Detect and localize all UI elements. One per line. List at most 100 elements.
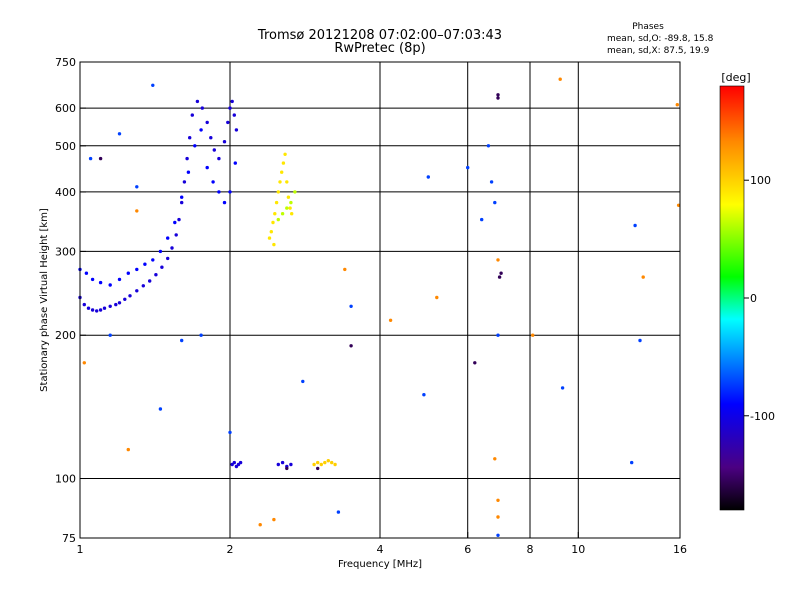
echo-point	[286, 195, 291, 199]
phases-o-line: mean, sd,O: -89.8, 15.8	[607, 34, 714, 44]
echo-point	[98, 156, 103, 161]
echo-point	[278, 180, 282, 184]
echo-point	[86, 306, 91, 310]
echo-point	[312, 462, 316, 467]
echo-point	[217, 156, 221, 161]
y-tick-label: 100	[55, 473, 76, 486]
echo-point	[135, 267, 139, 272]
echo-point	[633, 223, 637, 228]
x-tick-label: 8	[527, 543, 534, 556]
echo-point	[496, 96, 500, 100]
colorbar-gradient	[719, 85, 745, 511]
echo-point	[182, 180, 187, 184]
echo-point	[630, 460, 634, 465]
echo-point	[281, 161, 286, 165]
echo-point	[496, 333, 500, 337]
echo-point	[496, 258, 500, 262]
echo-point	[349, 304, 353, 308]
echo-point	[486, 144, 491, 148]
colorbar-tick-label: -100	[750, 410, 775, 423]
x-axis-title: Frequency [MHz]	[338, 559, 422, 570]
echo-point	[232, 460, 236, 465]
echo-point	[188, 136, 192, 140]
x-tick-label: 10	[571, 543, 585, 556]
echo-point	[199, 128, 203, 132]
echo-point	[117, 132, 122, 136]
echo-point	[289, 462, 293, 467]
echo-point	[82, 361, 87, 365]
echo-point	[141, 284, 145, 288]
y-tick-label: 200	[55, 329, 76, 342]
echo-point	[272, 242, 276, 247]
echo-point	[285, 180, 289, 184]
echo-point	[151, 258, 155, 262]
echo-point	[326, 459, 330, 463]
echo-point	[148, 279, 152, 283]
echo-point	[199, 333, 203, 337]
echo-point	[126, 271, 130, 275]
echo-point	[285, 466, 289, 471]
colorbar: [deg] 100 0 -100	[719, 71, 775, 511]
echo-point	[166, 256, 170, 261]
echo-point	[158, 249, 163, 254]
echo-point	[290, 212, 294, 216]
echo-point	[558, 77, 562, 81]
echo-point	[88, 156, 93, 161]
x-tick-label: 1	[77, 543, 84, 556]
echo-point	[641, 275, 645, 279]
x-tick-label: 16	[673, 543, 687, 556]
echo-point	[272, 517, 276, 522]
echo-point	[293, 190, 297, 194]
echo-point	[173, 220, 177, 225]
x-tick-label: 4	[377, 543, 384, 556]
y-tick-label: 500	[55, 140, 76, 153]
echo-point	[422, 393, 426, 397]
echo-point	[180, 195, 184, 199]
echo-point	[269, 230, 273, 234]
chart-subtitle: RwPretec (8p)	[334, 41, 425, 56]
colorbar-tick-label: 0	[750, 292, 757, 305]
echo-point	[493, 457, 497, 461]
echo-point	[267, 236, 272, 240]
echo-point	[489, 180, 494, 184]
echo-point	[114, 302, 118, 307]
echo-point	[108, 304, 112, 308]
echo-point	[531, 333, 535, 337]
echo-point	[98, 280, 103, 285]
echo-point	[426, 175, 430, 179]
echo-point	[496, 515, 500, 519]
echo-point	[497, 275, 502, 279]
echo-point	[170, 246, 174, 250]
y-axis: 75 100 200 300 400 500 600 750	[55, 56, 86, 545]
phases-x-line: mean, sd,X: 87.5, 19.9	[607, 46, 710, 56]
echo-point	[228, 430, 232, 435]
echo-point	[435, 295, 439, 300]
echo-point	[190, 113, 194, 117]
echo-point	[95, 309, 99, 313]
echo-point	[473, 361, 477, 365]
echo-point	[276, 190, 280, 194]
echo-point	[280, 170, 284, 174]
echo-point	[211, 180, 215, 184]
echo-point	[108, 333, 112, 337]
echo-point	[98, 308, 103, 312]
x-tick-label: 2	[227, 543, 234, 556]
echo-point	[301, 379, 305, 384]
echo-point	[228, 190, 232, 194]
echo-point	[349, 344, 353, 348]
grid-lines	[80, 62, 680, 538]
echo-point	[128, 294, 132, 298]
echo-point	[274, 200, 279, 205]
echo-point	[222, 200, 227, 205]
echo-point	[343, 267, 347, 272]
echo-point	[333, 462, 337, 467]
echo-point	[316, 466, 320, 471]
echo-point	[496, 93, 500, 97]
echo-point	[288, 206, 292, 210]
echo-point	[280, 212, 285, 216]
y-tick-label: 75	[62, 532, 76, 545]
echo-point	[560, 386, 565, 390]
y-tick-label: 400	[55, 186, 76, 199]
data-points	[78, 77, 681, 537]
echo-point	[330, 460, 334, 465]
